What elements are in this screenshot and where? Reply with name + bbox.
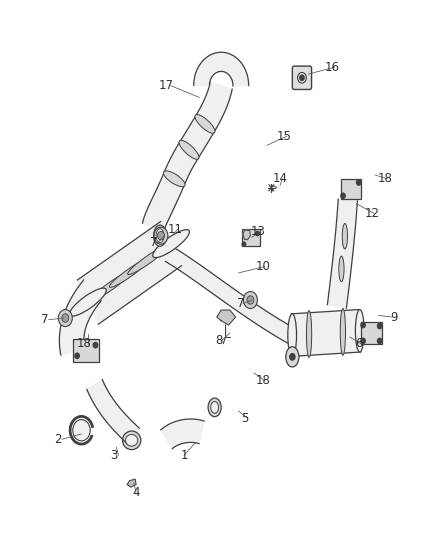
Polygon shape [327,199,357,308]
Text: 17: 17 [159,79,174,92]
Circle shape [73,419,90,441]
Text: 7: 7 [41,313,48,326]
Ellipse shape [342,223,347,249]
Ellipse shape [355,310,364,352]
Circle shape [242,242,246,246]
Text: 14: 14 [272,172,288,185]
Text: 4: 4 [132,486,140,499]
Ellipse shape [91,271,131,300]
Ellipse shape [286,347,299,367]
Ellipse shape [288,314,297,357]
Text: 1: 1 [180,449,188,462]
Ellipse shape [340,309,346,356]
Text: 12: 12 [364,207,379,220]
Ellipse shape [70,288,106,316]
Circle shape [300,75,304,80]
Circle shape [93,343,98,348]
Text: 10: 10 [255,260,270,273]
Ellipse shape [153,225,166,246]
Polygon shape [165,246,294,343]
Polygon shape [243,230,251,240]
Text: 11: 11 [168,223,183,236]
Ellipse shape [110,259,150,287]
Polygon shape [291,310,360,357]
Text: 18: 18 [378,172,392,185]
Polygon shape [87,379,139,445]
Circle shape [157,231,164,240]
Text: 18: 18 [255,374,270,387]
FancyBboxPatch shape [73,339,99,362]
Text: 5: 5 [241,411,249,424]
Ellipse shape [195,115,215,133]
Text: 6: 6 [355,337,363,350]
Text: 18: 18 [76,337,91,350]
Text: 13: 13 [251,225,266,238]
Circle shape [247,296,254,304]
Circle shape [341,193,345,198]
Circle shape [154,227,168,244]
Polygon shape [127,479,136,487]
Ellipse shape [128,246,168,274]
Ellipse shape [307,311,312,358]
Ellipse shape [123,431,141,450]
FancyBboxPatch shape [361,322,382,344]
Text: 9: 9 [390,311,397,324]
Ellipse shape [163,171,185,187]
Circle shape [378,338,382,344]
Text: 16: 16 [325,61,340,74]
Ellipse shape [126,434,138,446]
Polygon shape [161,419,204,449]
Ellipse shape [208,398,221,417]
Ellipse shape [156,229,164,243]
Ellipse shape [179,140,199,159]
Circle shape [290,354,295,360]
Circle shape [58,310,72,327]
FancyBboxPatch shape [242,229,260,246]
FancyBboxPatch shape [341,179,361,199]
Text: 8: 8 [215,334,223,348]
Polygon shape [217,310,236,325]
Ellipse shape [211,401,219,413]
Ellipse shape [153,230,190,257]
FancyBboxPatch shape [292,66,311,90]
Text: 7: 7 [150,236,157,249]
Circle shape [244,292,258,309]
Ellipse shape [339,256,344,281]
Text: 15: 15 [277,130,292,143]
Text: 2: 2 [54,433,61,446]
Polygon shape [60,280,101,355]
Circle shape [75,353,79,359]
Text: 7: 7 [237,297,244,310]
Circle shape [62,314,69,322]
Circle shape [361,338,365,344]
Polygon shape [194,52,249,86]
Circle shape [357,180,361,185]
Polygon shape [142,82,232,230]
Text: 3: 3 [110,449,118,462]
Circle shape [256,231,259,236]
Circle shape [361,322,365,328]
Circle shape [378,324,382,329]
Polygon shape [78,222,182,324]
